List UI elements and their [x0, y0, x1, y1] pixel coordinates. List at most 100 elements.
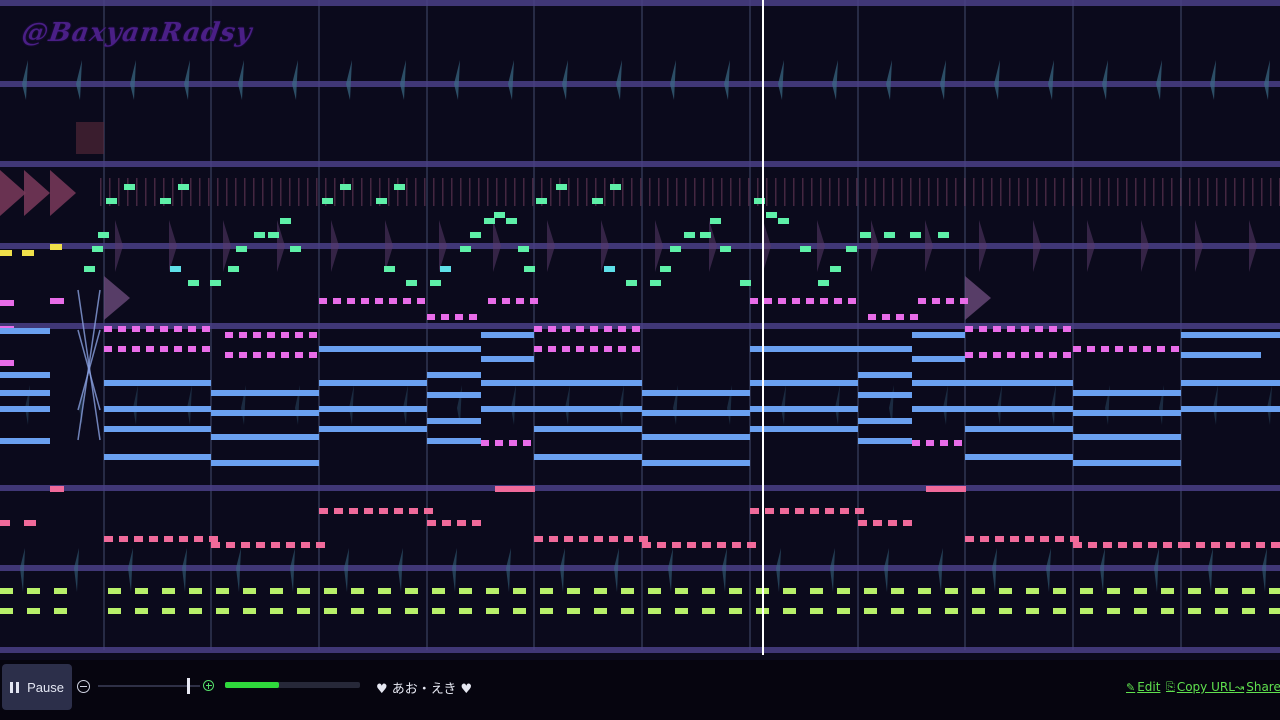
melody-note — [766, 212, 777, 218]
soft-triangle — [601, 220, 609, 272]
edit-link[interactable]: ✎ Edit — [1126, 680, 1160, 694]
chord-note — [104, 426, 211, 432]
noise-tick — [892, 178, 894, 206]
pencil-icon: ✎ — [1126, 680, 1136, 694]
bass-note — [209, 536, 218, 542]
zoom-slider-thumb[interactable] — [186, 678, 190, 694]
noise-tick — [1027, 178, 1029, 206]
percussion-note — [324, 588, 337, 594]
bass-note — [903, 520, 912, 526]
percussion-note — [972, 588, 985, 594]
chord-note — [427, 372, 481, 378]
bass-note — [427, 520, 436, 526]
percussion-note — [540, 608, 553, 614]
percussion-note — [621, 608, 634, 614]
accent-note — [22, 250, 34, 256]
harmony-note — [281, 352, 289, 358]
noise-tick — [604, 178, 606, 206]
drum-marker — [1264, 60, 1270, 100]
noise-tick — [244, 178, 246, 206]
drum-marker — [182, 548, 187, 592]
drum-marker — [74, 548, 79, 592]
bass-note — [364, 508, 373, 514]
bass-note — [226, 542, 235, 548]
percussion-note — [216, 608, 229, 614]
chord-note — [1073, 410, 1181, 416]
melody-note — [106, 198, 117, 204]
chord-note — [858, 392, 912, 398]
bass-note — [732, 542, 741, 548]
noise-tick — [406, 178, 408, 206]
drum-marker — [398, 548, 403, 592]
percussion-note — [621, 588, 634, 594]
chord-note — [965, 426, 1073, 432]
bass-note — [747, 542, 756, 548]
noise-tick — [1198, 178, 1200, 206]
chord-note — [481, 406, 534, 412]
percussion-note — [675, 588, 688, 594]
noise-tick — [874, 178, 876, 206]
percussion-note — [1053, 608, 1066, 614]
bass-note — [164, 536, 173, 542]
bass-note — [1073, 542, 1082, 548]
noise-tick — [478, 178, 480, 206]
noise-tick — [1117, 178, 1119, 206]
volume-slider[interactable] — [225, 682, 360, 688]
noise-tick — [631, 178, 633, 206]
harmony-note — [427, 314, 435, 320]
harmony-note — [174, 346, 182, 352]
bass-note — [211, 542, 220, 548]
harmony-note — [590, 326, 598, 332]
harmony-note — [267, 332, 275, 338]
drum-marker — [1262, 548, 1267, 592]
percussion-note — [864, 588, 877, 594]
noise-tick — [109, 178, 111, 206]
harmony-note — [960, 298, 968, 304]
harmony-note — [160, 346, 168, 352]
pause-button[interactable]: Pause — [2, 664, 72, 710]
noise-tick — [865, 178, 867, 206]
zoom-out-icon[interactable] — [77, 680, 90, 693]
piano-roll[interactable] — [0, 0, 1280, 660]
zoom-slider[interactable] — [98, 678, 200, 694]
noise-tick — [1072, 178, 1074, 206]
percussion-note — [1080, 588, 1093, 594]
share-link[interactable]: ↝ Share — [1235, 680, 1280, 694]
melody-note — [98, 232, 109, 238]
noise-tick — [757, 178, 759, 206]
harmony-note — [225, 352, 233, 358]
note-editor-canvas[interactable]: @BaxyanRadsy — [0, 0, 1280, 660]
soft-triangle — [223, 220, 231, 272]
melody-note — [170, 266, 181, 272]
chord-note — [642, 390, 750, 396]
percussion-note — [1269, 608, 1280, 614]
copy-url-link[interactable]: ⎘ Copy URL — [1166, 680, 1235, 694]
melody-note — [684, 232, 695, 238]
noise-tick — [1108, 178, 1110, 206]
percussion-note — [1269, 588, 1280, 594]
chord-note — [427, 392, 481, 398]
zoom-in-icon[interactable] — [203, 680, 214, 691]
harmony-note — [516, 298, 524, 304]
glide-line — [77, 289, 101, 441]
watermark: @BaxyanRadsy — [19, 18, 255, 48]
chord-note — [912, 332, 965, 338]
noise-tick — [424, 178, 426, 206]
melody-note — [210, 280, 221, 286]
percussion-note — [297, 608, 310, 614]
bass-note — [657, 542, 666, 548]
harmony-note — [239, 352, 247, 358]
drum-marker — [830, 548, 835, 592]
chord-note — [319, 406, 427, 412]
harmony-note — [918, 298, 926, 304]
harmony-note — [267, 352, 275, 358]
bass-note — [495, 486, 535, 492]
noise-tick — [145, 178, 147, 206]
drum-marker — [22, 60, 28, 100]
melody-note — [818, 280, 829, 286]
harmony-note — [455, 314, 463, 320]
harmony-note — [509, 440, 517, 446]
bass-note — [1211, 542, 1220, 548]
percussion-note — [1080, 608, 1093, 614]
noise-tick — [181, 178, 183, 206]
